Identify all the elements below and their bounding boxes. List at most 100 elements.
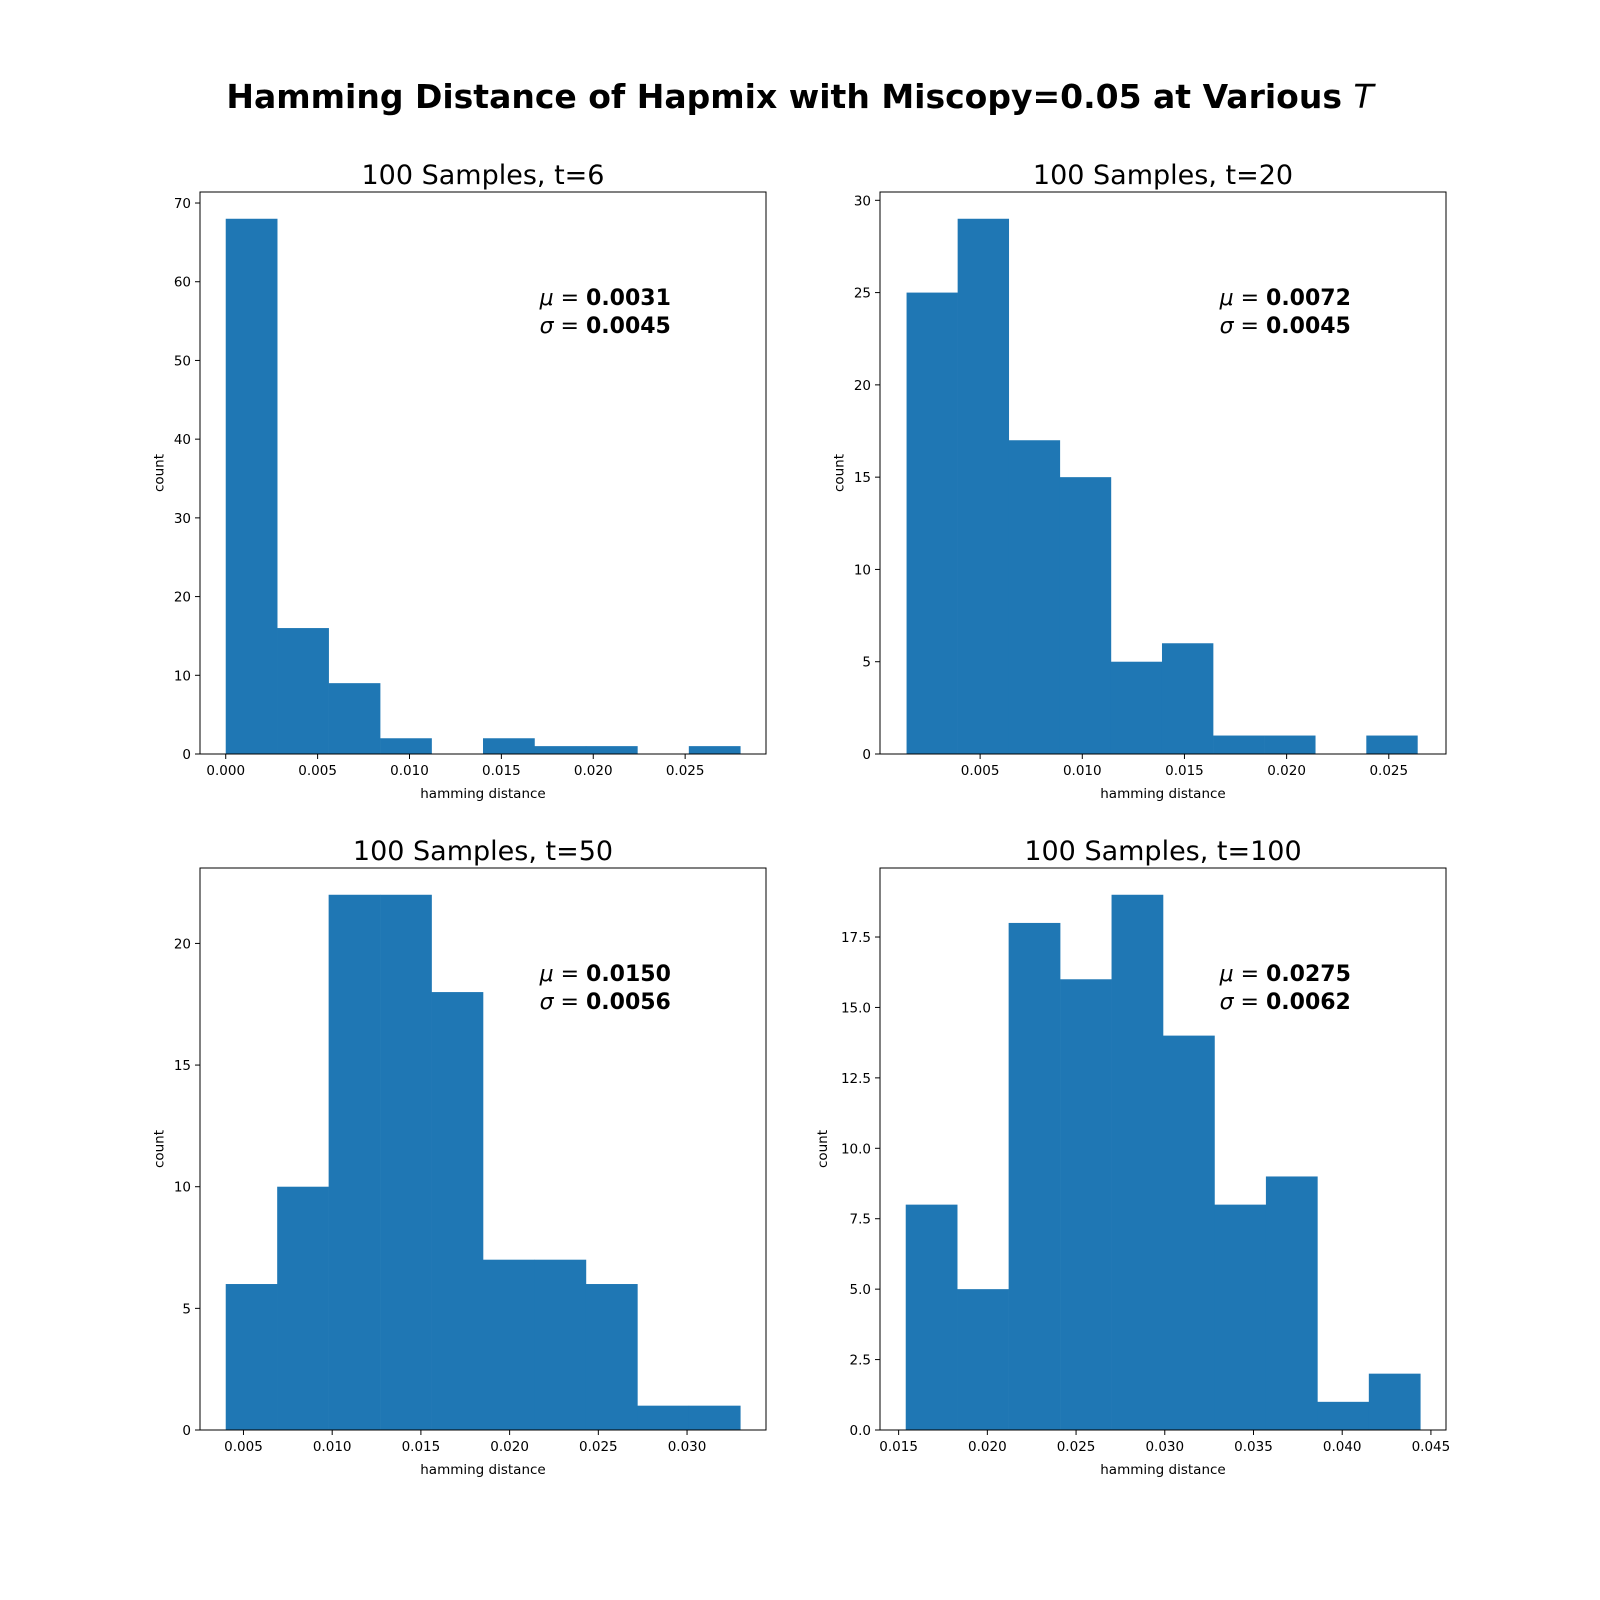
histogram-bar bbox=[905, 1204, 958, 1430]
sigma-symbol: σ bbox=[540, 990, 555, 1015]
y-tick-label: 5 bbox=[182, 1301, 191, 1317]
y-tick-label: 10 bbox=[854, 562, 871, 578]
x-tick-label: 0.015 bbox=[402, 1439, 441, 1455]
x-tick-label: 0.025 bbox=[1369, 763, 1408, 779]
mu-symbol: μ bbox=[1219, 286, 1234, 311]
histogram-bar bbox=[1265, 1176, 1318, 1430]
equals-sign: = bbox=[554, 286, 586, 311]
mu-symbol: μ bbox=[539, 286, 554, 311]
y-tick-label: 0.0 bbox=[850, 1423, 871, 1439]
histogram-bar bbox=[277, 628, 329, 754]
x-tick-label: 0.020 bbox=[1267, 763, 1306, 779]
histogram-bar bbox=[688, 746, 741, 754]
y-axis-label: count bbox=[832, 454, 848, 492]
y-tick-label: 20 bbox=[854, 378, 871, 394]
histogram-panel-4: 100 Samples, t=100 0.015 0.020 0.025 0.030 0.… bbox=[815, 836, 1450, 1478]
x-tick-label: 0.010 bbox=[313, 1439, 352, 1455]
x-tick-label: 0.025 bbox=[579, 1439, 618, 1455]
axes-frame bbox=[879, 191, 1447, 755]
subplots-grid: 100 Samples, t=60.000 0.005 0.010 0.015 0.02… bbox=[152, 160, 1451, 1478]
mean-annotation: μ = 0.0150 bbox=[539, 962, 671, 987]
histogram-bar bbox=[688, 1405, 741, 1430]
y-tick-label: 20 bbox=[174, 590, 191, 606]
equals-sign: = bbox=[554, 962, 586, 987]
y-tick-label: 0 bbox=[862, 747, 871, 763]
histogram-bar bbox=[1111, 894, 1164, 1430]
equals-sign: = bbox=[1234, 286, 1266, 311]
y-tick-label: 5.0 bbox=[850, 1282, 871, 1298]
histogram-panel-3: 100 Samples, t=50 0.005 0.010 0.015 0.020 0.0… bbox=[152, 836, 767, 1478]
y-tick-label: 12.5 bbox=[841, 1071, 871, 1087]
x-axis-label: hamming distance bbox=[420, 1462, 546, 1478]
x-tick-label: 0.025 bbox=[1057, 1439, 1096, 1455]
equals-sign: = bbox=[554, 314, 586, 339]
x-tick-label: 0.005 bbox=[298, 763, 337, 779]
x-tick-label: 0.020 bbox=[490, 1439, 529, 1455]
bars bbox=[905, 894, 1421, 1430]
axes-frame bbox=[199, 191, 767, 755]
mu-value: 0.0031 bbox=[586, 286, 671, 311]
mu-value: 0.0275 bbox=[1266, 962, 1351, 987]
histogram-bar bbox=[957, 1289, 1009, 1430]
x-axis-label: hamming distance bbox=[1100, 786, 1226, 802]
histogram-bar bbox=[1008, 922, 1061, 1430]
x-axis-label: hamming distance bbox=[1100, 1462, 1226, 1478]
x-tick-label: 0.020 bbox=[574, 763, 613, 779]
histogram-bar bbox=[277, 1186, 329, 1430]
x-tick-label: 0.030 bbox=[1145, 1439, 1184, 1455]
mu-symbol: μ bbox=[539, 962, 554, 987]
std-annotation: σ = 0.0045 bbox=[1220, 314, 1351, 339]
x-tick-label: 0.000 bbox=[206, 763, 245, 779]
mean-annotation: μ = 0.0031 bbox=[539, 286, 671, 311]
axes-frame bbox=[879, 867, 1447, 1431]
histogram-bar bbox=[1060, 979, 1112, 1430]
histogram-bar bbox=[1163, 1035, 1215, 1430]
histogram-bar bbox=[1008, 440, 1061, 754]
histogram-bar bbox=[483, 1259, 535, 1430]
y-tick-label: 50 bbox=[174, 353, 191, 369]
panel-title: 100 Samples, t=20 bbox=[1033, 160, 1293, 191]
y-tick-label: 60 bbox=[174, 275, 191, 291]
figure-title-main: Hamming Distance of Hapmix with Miscopy=… bbox=[226, 77, 1353, 116]
y-axis-label: count bbox=[152, 454, 168, 492]
histogram-bar bbox=[1161, 643, 1214, 754]
histogram-bar bbox=[585, 1284, 638, 1430]
sigma-symbol: σ bbox=[540, 314, 555, 339]
axes-frame bbox=[199, 867, 767, 1431]
x-tick-label: 0.005 bbox=[224, 1439, 263, 1455]
histogram-bar bbox=[328, 894, 381, 1430]
x-tick-label: 0.015 bbox=[1165, 763, 1204, 779]
panel-title: 100 Samples, t=50 bbox=[353, 836, 613, 867]
y-tick-label: 15.0 bbox=[841, 1000, 871, 1016]
x-tick-label: 0.030 bbox=[668, 1439, 707, 1455]
x-tick-label: 0.020 bbox=[968, 1439, 1007, 1455]
histogram-panel-2: 100 Samples, t=20 0.005 0.010 0.015 0.020 0.0… bbox=[832, 160, 1447, 802]
y-tick-label: 0 bbox=[182, 747, 191, 763]
y-tick-label: 17.5 bbox=[841, 930, 871, 946]
y-tick-label: 5 bbox=[862, 655, 871, 671]
y-tick-label: 10 bbox=[174, 1180, 191, 1196]
y-axis-label: count bbox=[152, 1130, 168, 1168]
histogram-bar bbox=[906, 292, 958, 754]
x-tick-label: 0.025 bbox=[666, 763, 705, 779]
histogram-bar bbox=[1366, 735, 1418, 754]
equals-sign: = bbox=[1234, 314, 1266, 339]
histogram-bar bbox=[534, 1259, 587, 1430]
y-tick-label: 7.5 bbox=[850, 1212, 871, 1228]
y-tick-label: 40 bbox=[174, 432, 191, 448]
histogram-bar bbox=[1213, 735, 1265, 754]
histogram-bar bbox=[957, 218, 1010, 754]
std-annotation: σ = 0.0045 bbox=[540, 314, 671, 339]
histogram-bar bbox=[380, 894, 432, 1430]
y-tick-label: 10.0 bbox=[841, 1141, 871, 1157]
histogram-bar bbox=[380, 738, 432, 754]
mean-annotation: μ = 0.0072 bbox=[1219, 286, 1351, 311]
figure-title-symbol: T bbox=[1353, 77, 1376, 116]
mu-value: 0.0150 bbox=[586, 962, 671, 987]
y-tick-label: 20 bbox=[174, 936, 191, 952]
x-tick-label: 0.040 bbox=[1323, 1439, 1362, 1455]
sigma-value: 0.0056 bbox=[586, 990, 671, 1015]
y-axis-label: count bbox=[815, 1130, 831, 1168]
histogram-panel-1: 100 Samples, t=6 0.000 0.005 0.010 0.015 0.02… bbox=[152, 160, 767, 802]
sigma-symbol: σ bbox=[1220, 990, 1235, 1015]
